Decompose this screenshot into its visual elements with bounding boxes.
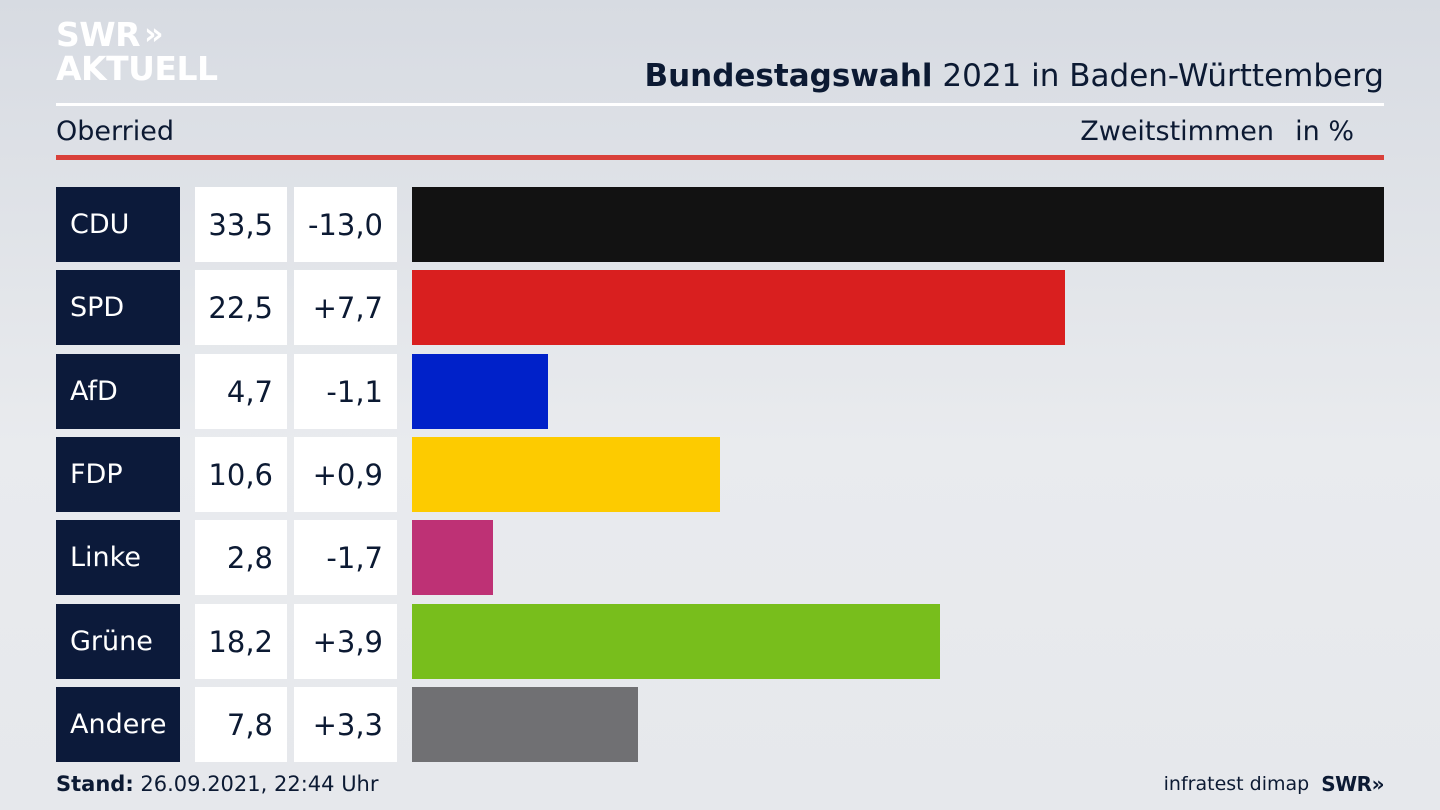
party-label: SPD <box>56 270 180 345</box>
vote-share-value: 33,5 <box>195 187 287 262</box>
page-title: Bundestagswahl 2021 in Baden-Württemberg <box>644 58 1384 94</box>
accent-divider <box>56 155 1384 160</box>
region-label: Oberried <box>56 116 174 147</box>
party-label: FDP <box>56 437 180 512</box>
change-value: +3,9 <box>294 604 397 679</box>
bar-spd <box>412 270 1065 345</box>
logo-swr-text: SWR <box>56 15 141 54</box>
party-label: AfD <box>56 354 180 429</box>
change-value: -13,0 <box>294 187 397 262</box>
result-row-cdu: CDU 33,5 -13,0 <box>56 187 1384 262</box>
party-label: Andere <box>56 687 180 762</box>
bar-grüne <box>412 604 940 679</box>
vote-share-value: 18,2 <box>195 604 287 679</box>
bar-afd <box>412 354 548 429</box>
change-value: +3,3 <box>294 687 397 762</box>
change-value: -1,7 <box>294 520 397 595</box>
bar-linke <box>412 520 493 595</box>
logo-aktuell-text: AKTUELL <box>56 49 218 88</box>
title-bold: Bundestagswahl <box>644 58 933 94</box>
result-row-fdp: FDP 10,6 +0,9 <box>56 437 1384 512</box>
bar-andere <box>412 687 638 762</box>
vote-type-label: Zweitstimmen <box>1080 116 1274 147</box>
bar-fdp <box>412 437 720 512</box>
source-label: infratest dimap <box>1163 773 1310 795</box>
title-rest: 2021 in Baden-Württemberg <box>942 58 1384 94</box>
stand-label: Stand: <box>56 772 134 796</box>
party-label: Grüne <box>56 604 180 679</box>
change-value: +0,9 <box>294 437 397 512</box>
stand-value: 26.09.2021, 22:44 Uhr <box>140 772 379 796</box>
swr-small-logo: SWR» <box>1321 772 1384 796</box>
party-label: CDU <box>56 187 180 262</box>
vote-share-value: 4,7 <box>195 354 287 429</box>
change-value: +7,7 <box>294 270 397 345</box>
result-row-linke: Linke 2,8 -1,7 <box>56 520 1384 595</box>
vote-share-value: 10,6 <box>195 437 287 512</box>
header-divider <box>56 103 1384 106</box>
change-value: -1,1 <box>294 354 397 429</box>
unit-label: in % <box>1295 116 1354 147</box>
timestamp: Stand: 26.09.2021, 22:44 Uhr <box>56 772 379 796</box>
result-row-andere: Andere 7,8 +3,3 <box>56 687 1384 762</box>
result-row-grüne: Grüne 18,2 +3,9 <box>56 604 1384 679</box>
result-row-afd: AfD 4,7 -1,1 <box>56 354 1384 429</box>
bar-cdu <box>412 187 1384 262</box>
result-row-spd: SPD 22,5 +7,7 <box>56 270 1384 345</box>
party-label: Linke <box>56 520 180 595</box>
vote-share-value: 22,5 <box>195 270 287 345</box>
vote-share-value: 7,8 <box>195 687 287 762</box>
footer-source: infratest dimap SWR» <box>1163 772 1385 796</box>
swr-aktuell-logo: SWR » AKTUELL <box>56 18 218 86</box>
vote-share-value: 2,8 <box>195 520 287 595</box>
